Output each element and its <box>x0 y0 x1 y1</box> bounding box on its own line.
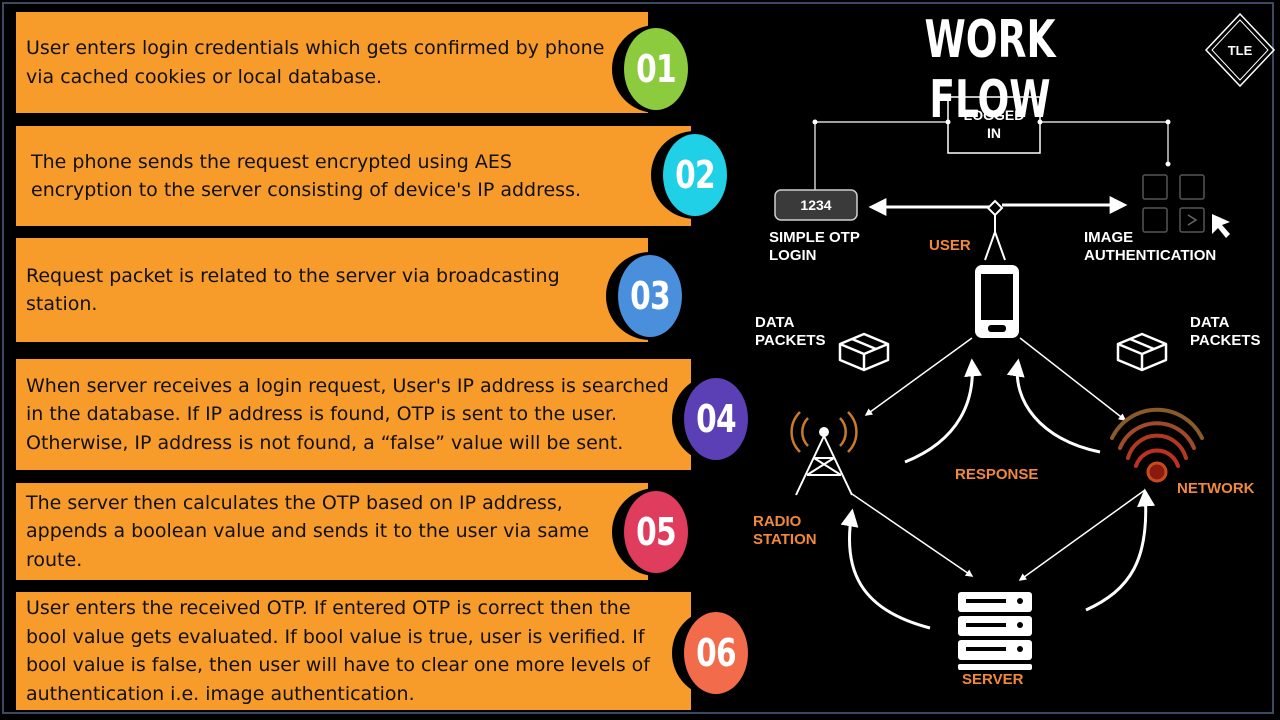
page-title: WORK FLOW <box>924 10 1056 130</box>
step-6-number: 06 <box>684 612 748 694</box>
arrow-radio-to-server <box>851 493 974 577</box>
step-5-badge: 05 <box>612 488 700 576</box>
simple-otp-login-label: SIMPLE OTP LOGIN <box>769 229 860 264</box>
phone-icon <box>975 265 1019 338</box>
step-2-text: The phone sends the request encrypted us… <box>31 150 582 202</box>
step-6-panel: User enters the received OTP. If entered… <box>16 592 691 710</box>
server-return-arrows <box>840 488 1156 630</box>
step-2-number: 02 <box>663 134 727 216</box>
logged-in-label: LOGGED IN <box>963 107 1025 141</box>
data-packets-right-label: DATA PACKETS <box>1190 314 1261 349</box>
arrow-phone-to-network <box>1019 337 1127 421</box>
user-label: USER <box>929 237 971 254</box>
network-label: NETWORK <box>1177 480 1255 497</box>
server-icon <box>958 592 1032 670</box>
data-packets-left-label: DATA PACKETS <box>755 314 826 349</box>
arrow-network-to-server <box>1018 489 1146 581</box>
step-4-badge: 04 <box>672 375 760 463</box>
logo-text: TLE <box>1228 43 1253 58</box>
step-5-text: The server then calculates the OTP based… <box>26 491 590 571</box>
radio-tower-icon <box>790 411 858 453</box>
step-2-panel: The phone sends the request encrypted us… <box>16 126 691 226</box>
radio-station-label: RADIO STATION <box>753 513 817 548</box>
step-2-badge: 02 <box>651 131 739 219</box>
step-5-number: 05 <box>624 491 688 573</box>
step-1-panel: User enters login credentials which gets… <box>16 12 648 113</box>
step-4-panel: When server receives a login request, Us… <box>16 359 691 470</box>
data-packet-left-icon <box>838 332 890 372</box>
response-arrows <box>904 358 1101 464</box>
otp-code: 1234 <box>800 197 832 213</box>
step-3-badge: 03 <box>606 252 694 340</box>
step-1-number: 01 <box>624 28 688 110</box>
image-grid-icon <box>1142 174 1205 233</box>
arrow-phone-to-radio <box>864 337 973 416</box>
logged-in-box <box>947 96 1041 154</box>
network-wifi-icon <box>1110 407 1204 468</box>
step-3-number: 03 <box>618 255 682 337</box>
step-3-text: Request packet is related to the server … <box>26 264 560 316</box>
step-6-badge: 06 <box>672 609 760 697</box>
step-3-panel: Request packet is related to the server … <box>16 238 648 342</box>
cursor-icon <box>1212 214 1230 238</box>
tle-logo: TLE <box>1204 12 1276 88</box>
data-packet-right-icon <box>1116 332 1168 372</box>
step-4-text: When server receives a login request, Us… <box>26 374 669 454</box>
response-label: RESPONSE <box>955 466 1039 483</box>
server-label: SERVER <box>962 671 1024 688</box>
otp-box <box>774 189 858 221</box>
step-5-panel: The server then calculates the OTP based… <box>16 483 648 580</box>
step-1-text: User enters login credentials which gets… <box>26 37 605 88</box>
step-1-badge: 01 <box>612 25 700 113</box>
step-4-number: 04 <box>684 378 748 460</box>
image-authentication-label: IMAGE AUTHENTICATION <box>1084 229 1217 264</box>
step-6-text: User enters the received OTP. If entered… <box>26 597 650 705</box>
